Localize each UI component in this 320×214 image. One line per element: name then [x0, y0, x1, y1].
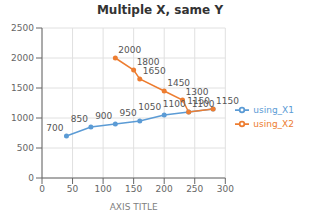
svg-text:250: 250: [186, 184, 203, 194]
html-text:using_X1: using_X1: [253, 104, 294, 115]
svg-text:700: 700: [46, 123, 63, 133]
svg-text:100: 100: [95, 184, 112, 194]
svg-text:300: 300: [217, 184, 234, 194]
html-text:Multiple X, same Y: Multiple X, same Y: [96, 3, 224, 17]
svg-text:AXIS TITLE: AXIS TITLE: [110, 202, 158, 212]
svg-text:950: 950: [120, 108, 137, 118]
svg-text:900: 900: [95, 111, 112, 121]
svg-text:1450: 1450: [167, 78, 191, 88]
svg-text:150: 150: [125, 184, 142, 194]
svg-text:0: 0: [39, 184, 45, 194]
svg-text:2000: 2000: [118, 45, 141, 55]
svg-text:500: 500: [17, 143, 34, 153]
svg-text:1500: 1500: [11, 83, 34, 93]
svg-text:50: 50: [67, 184, 79, 194]
svg-text:1050: 1050: [138, 102, 161, 112]
svg-text:2000: 2000: [11, 53, 34, 63]
svg-text:1100: 1100: [163, 99, 186, 109]
svg-text:1100: 1100: [192, 99, 215, 109]
html-text:using_X2: using_X2: [253, 118, 294, 129]
svg-text:1000: 1000: [11, 113, 34, 123]
svg-text:200: 200: [156, 184, 173, 194]
svg-text:0: 0: [28, 173, 34, 183]
svg-text:1150: 1150: [216, 96, 239, 106]
svg-text:1300: 1300: [186, 87, 209, 97]
svg-text:2500: 2500: [11, 23, 34, 33]
svg-text:1650: 1650: [143, 66, 166, 76]
svg-text:850: 850: [71, 114, 88, 124]
svg-text:1800: 1800: [136, 57, 160, 67]
